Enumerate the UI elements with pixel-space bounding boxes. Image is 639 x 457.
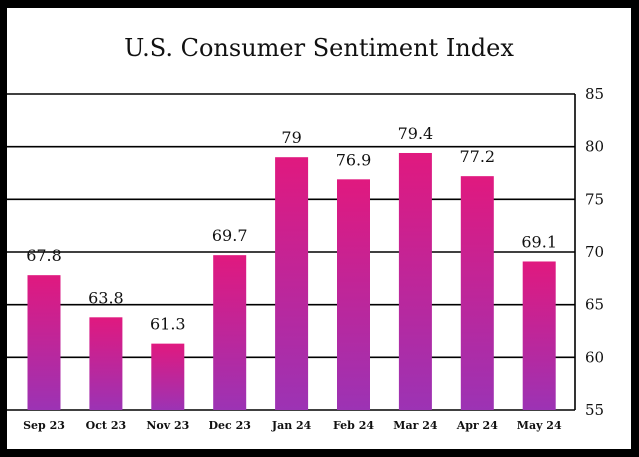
bar-chart: 67.8 63.8 61.3 69.7 79 76.9 79.4 77.2 69.1 55 60 6… (7, 85, 604, 432)
bar (398, 152, 432, 410)
bar (89, 317, 123, 410)
x-tick-label: May 24 (517, 419, 562, 432)
bar (213, 255, 247, 410)
x-tick-label: Oct 23 (86, 419, 127, 432)
bars (27, 152, 556, 410)
bar (27, 275, 61, 410)
data-label: 69.7 (212, 226, 248, 245)
bar (337, 179, 370, 410)
chart-frame: U.S. Consumer Sentiment Index 67.8 63.8 61… (7, 8, 631, 449)
chart-title: U.S. Consumer Sentiment Index (124, 34, 514, 62)
y-tick-label: 60 (585, 348, 604, 366)
bar (460, 176, 494, 410)
x-tick-label: Sep 23 (23, 419, 65, 432)
data-label: 67.8 (26, 246, 62, 265)
y-axis-ticks: 55 60 65 70 75 80 85 (585, 85, 604, 419)
bar (275, 157, 309, 410)
y-tick-label: 85 (585, 85, 604, 103)
data-labels: 67.8 63.8 61.3 69.7 79 76.9 79.4 77.2 69.1 (26, 124, 557, 334)
data-label: 76.9 (336, 150, 372, 169)
data-label: 61.3 (150, 315, 186, 334)
data-label: 79.4 (398, 124, 434, 143)
y-tick-label: 80 (585, 138, 604, 156)
y-tick-label: 55 (585, 401, 604, 419)
x-tick-label: Feb 24 (333, 419, 374, 432)
y-tick-label: 70 (585, 243, 604, 261)
data-label: 77.2 (459, 147, 495, 166)
x-axis-ticks: Sep 23 Oct 23 Nov 23 Dec 23 Jan 24 Feb 24 Mar … (23, 419, 562, 432)
x-tick-label: Nov 23 (146, 419, 189, 432)
x-tick-label: Dec 23 (209, 419, 251, 432)
x-tick-label: Apr 24 (456, 419, 499, 432)
x-tick-label: Mar 24 (393, 419, 438, 432)
bar (151, 343, 185, 410)
y-tick-label: 75 (585, 190, 604, 208)
data-label: 69.1 (521, 232, 557, 251)
bar (522, 261, 556, 410)
data-label: 63.8 (88, 288, 124, 307)
x-tick-label: Jan 24 (271, 419, 312, 432)
data-label: 79 (281, 128, 301, 147)
y-tick-label: 65 (585, 296, 604, 314)
